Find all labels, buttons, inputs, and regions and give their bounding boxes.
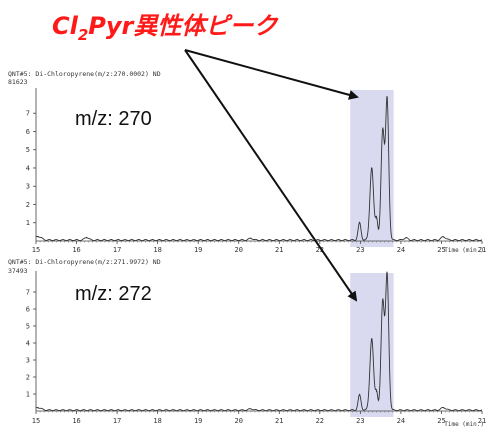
peak-apex bbox=[358, 222, 361, 224]
x-axis-label: Time (min.) bbox=[444, 247, 484, 254]
annotation-prefix: Cl bbox=[52, 12, 79, 40]
chromatogram-header: QNT#5: Di-Chloropyrene(m/z:271.9972) ND bbox=[8, 258, 161, 266]
x-tick-label: 22 bbox=[316, 417, 324, 425]
x-axis-label: Time (min.) bbox=[444, 421, 484, 428]
peak-apex bbox=[250, 237, 252, 239]
peak-apex bbox=[375, 217, 378, 219]
max-intensity-label: 37493 bbox=[8, 267, 28, 275]
isomer-peak-annotation: Cl2Pyr異性体ピーク bbox=[52, 12, 279, 44]
x-tick-label: 21 bbox=[275, 417, 283, 425]
annotation-arrow-lower bbox=[184, 49, 358, 302]
x-tick-label: 23 bbox=[356, 246, 364, 254]
y-tick-label: 3 bbox=[26, 183, 30, 191]
x-tick-label: 25 bbox=[437, 246, 445, 254]
chromatogram-panel-mz270: QNT#5: Di-Chloropyrene(m/z:270.0002) ND8… bbox=[8, 70, 486, 254]
x-tick-label: 17 bbox=[113, 417, 121, 425]
y-tick-label: 6 bbox=[26, 306, 30, 314]
y-tick-label: 1 bbox=[26, 219, 30, 227]
x-tick-label: 20 bbox=[235, 417, 243, 425]
x-tick-label: 24 bbox=[397, 417, 405, 425]
x-tick-label: 20 bbox=[235, 246, 243, 254]
peak-apex bbox=[250, 408, 252, 410]
y-tick-label: 5 bbox=[26, 323, 30, 331]
y-tick-label: 2 bbox=[26, 374, 30, 382]
x-tick-label: 15 bbox=[32, 246, 40, 254]
peak-apex bbox=[442, 407, 445, 409]
x-tick-label: 24 bbox=[397, 246, 405, 254]
chromatogram-trace bbox=[35, 96, 483, 242]
peak-apex bbox=[371, 338, 373, 340]
x-tick-label: 15 bbox=[32, 417, 40, 425]
peak-highlight-band bbox=[350, 273, 394, 417]
x-tick-label: 22 bbox=[316, 246, 324, 254]
chromatogram-header: QNT#5: Di-Chloropyrene(m/z:270.0002) ND bbox=[8, 70, 161, 78]
y-tick-label: 6 bbox=[26, 128, 30, 136]
peak-apex bbox=[382, 300, 384, 302]
peak-apex bbox=[382, 129, 384, 132]
peak-apex bbox=[358, 394, 361, 396]
x-tick-label: 18 bbox=[153, 246, 161, 254]
peak-apex bbox=[442, 236, 445, 238]
x-tick-label: 16 bbox=[72, 246, 80, 254]
x-tick-label: 18 bbox=[153, 417, 161, 425]
y-tick-label: 5 bbox=[26, 146, 30, 154]
x-tick-label: 16 bbox=[72, 417, 80, 425]
x-tick-label: 17 bbox=[113, 246, 121, 254]
annotation-suffix: Pyr異性体ピーク bbox=[88, 12, 279, 40]
peak-apex bbox=[37, 407, 39, 409]
x-tick-label: 21 bbox=[275, 246, 283, 254]
x-tick-label: 21 bbox=[478, 246, 486, 254]
peak-apex bbox=[386, 98, 388, 100]
peak-apex bbox=[405, 237, 407, 239]
x-tick-label: 19 bbox=[194, 417, 202, 425]
y-tick-label: 4 bbox=[26, 164, 30, 172]
chromatogram-trace bbox=[36, 271, 483, 412]
annotation-subscript: 2 bbox=[78, 26, 88, 44]
annotation-arrow-upper bbox=[184, 49, 359, 100]
mz-label: m/z: 272 bbox=[75, 283, 152, 305]
y-tick-label: 4 bbox=[26, 340, 30, 348]
x-tick-label: 23 bbox=[356, 417, 364, 425]
chromatogram-panel-mz272: QNT#5: Di-Chloropyrene(m/z:271.9972) ND3… bbox=[8, 258, 486, 428]
y-tick-label: 2 bbox=[26, 201, 30, 209]
peak-apex bbox=[37, 235, 39, 238]
peak-apex bbox=[375, 390, 378, 393]
x-tick-label: 25 bbox=[437, 417, 445, 425]
peak-apex bbox=[86, 236, 88, 238]
peak-apex bbox=[386, 273, 388, 275]
y-tick-label: 7 bbox=[26, 289, 30, 297]
peak-apex bbox=[371, 167, 373, 169]
y-tick-label: 7 bbox=[26, 110, 30, 118]
x-tick-label: 21 bbox=[478, 417, 486, 425]
mz-label: m/z: 270 bbox=[75, 108, 152, 130]
x-tick-label: 19 bbox=[194, 246, 202, 254]
max-intensity-label: 81623 bbox=[8, 78, 28, 86]
y-tick-label: 3 bbox=[26, 357, 30, 365]
y-tick-label: 1 bbox=[26, 391, 30, 399]
